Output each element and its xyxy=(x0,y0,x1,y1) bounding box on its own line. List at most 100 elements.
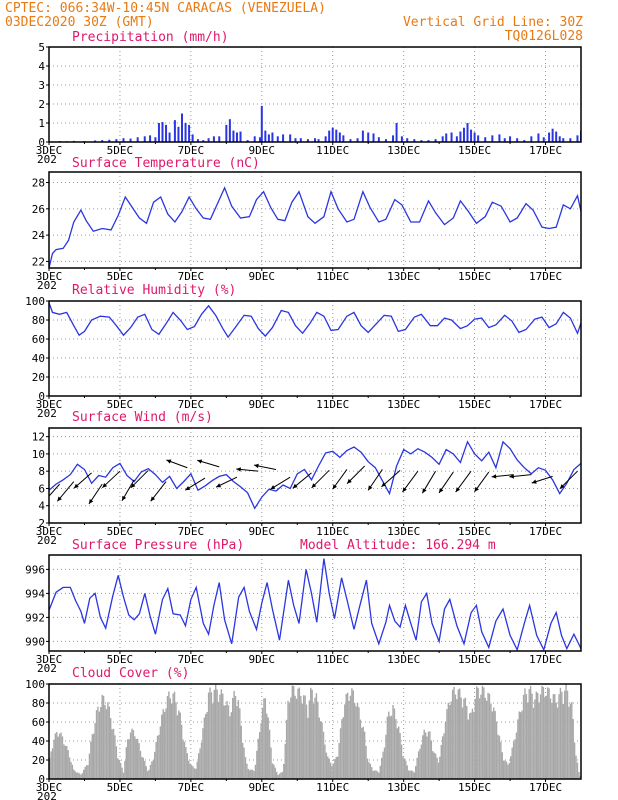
surface-pressure-frame xyxy=(48,554,582,652)
precip-bar xyxy=(306,139,309,142)
surface-wind-ytick-label: 2 xyxy=(38,517,45,530)
cloud-bar xyxy=(256,750,258,779)
cloud-bar xyxy=(153,751,156,779)
surface-pressure-xtick-label: 13DEC xyxy=(387,653,420,666)
cloud-bar xyxy=(382,751,384,779)
cloud-bar xyxy=(112,728,115,779)
cloud-bar xyxy=(461,707,464,779)
precip-bar xyxy=(459,131,462,142)
cloud-bar xyxy=(267,717,269,779)
cloud-bar xyxy=(471,708,474,779)
cloud-bar xyxy=(502,760,505,779)
precipitation-title: Precipitation (mm/h) xyxy=(72,30,229,45)
precip-bar xyxy=(276,136,279,142)
relative-humidity-xtick-label: 5DEC xyxy=(107,398,134,411)
cloud-bar xyxy=(66,746,68,779)
cloud-bar xyxy=(571,702,573,779)
cloud-bar xyxy=(318,717,320,779)
precip-bar xyxy=(473,132,476,142)
cloud-bar xyxy=(332,763,335,779)
cloud-bar xyxy=(345,694,347,779)
surface-temperature-frame xyxy=(48,171,582,269)
wind-arrowhead xyxy=(236,467,241,472)
surface-temperature-xtick-label: 15DEC xyxy=(458,270,491,283)
cloud-bar xyxy=(229,716,231,779)
precipitation-ytick-label: 0 xyxy=(38,136,45,149)
precip-bar xyxy=(392,135,395,142)
cloud-bar xyxy=(246,763,248,779)
cloud-bar xyxy=(405,760,407,779)
precip-bar xyxy=(576,135,579,142)
precip-bar xyxy=(555,131,558,142)
cloud-bar xyxy=(351,688,353,779)
cloud-bar xyxy=(84,766,86,779)
wind-arrowhead xyxy=(270,485,276,490)
cloud-bar xyxy=(385,734,387,779)
cloud-bar xyxy=(192,766,194,779)
relative-humidity-frame xyxy=(48,300,582,397)
cloud-bar xyxy=(473,712,475,779)
cloud-bar xyxy=(58,733,61,779)
cloud-bar xyxy=(569,703,572,779)
surface-pressure-panel: Surface Pressure (hPa) Model Altitude: 16… xyxy=(25,538,582,675)
precipitation-xtick-label: 11DEC xyxy=(316,144,349,157)
precip-bar xyxy=(177,126,180,142)
precip-bar xyxy=(377,137,380,142)
precip-bar xyxy=(239,131,242,142)
surface-pressure-title: Surface Pressure (hPa) xyxy=(72,538,244,553)
relative-humidity-xtick-label: 7DEC xyxy=(178,398,205,411)
wind-arrowhead xyxy=(509,474,514,479)
cloud-bar xyxy=(61,736,64,779)
surface-pressure-xtick-label: 11DEC xyxy=(316,653,349,666)
cloud-bar xyxy=(223,705,225,779)
cloud-bar xyxy=(237,700,240,779)
cloud-bar xyxy=(284,743,286,779)
precip-bar xyxy=(542,137,545,142)
surface-temperature-xtick-label: 3DEC xyxy=(36,270,63,283)
cloud-bar xyxy=(396,728,398,779)
precip-bar xyxy=(129,138,132,142)
cloud-bar xyxy=(505,761,508,779)
cloud-bar xyxy=(456,699,458,779)
cloud-bar xyxy=(527,702,529,779)
surface-wind-ytick-label: 4 xyxy=(38,500,45,513)
precip-bar xyxy=(191,134,194,142)
cloud-bar xyxy=(490,703,492,779)
cloud-bar xyxy=(119,762,122,779)
cloud-bar xyxy=(315,693,318,779)
surface-wind-xtick-label: 13DEC xyxy=(387,525,420,538)
cloud-bar xyxy=(102,695,105,779)
precip-bar xyxy=(260,105,263,142)
surface-temperature-ytick-label: 26 xyxy=(32,203,45,216)
wind-arrowhead xyxy=(474,486,479,492)
cloud-bar xyxy=(528,689,530,779)
surface-temperature-xtick-label: 5DEC xyxy=(107,270,134,283)
cloud-bar xyxy=(226,701,228,779)
cloud-bar xyxy=(220,689,223,779)
cloud-bar xyxy=(437,762,440,779)
cloud-bar xyxy=(288,702,291,779)
cloud-bar xyxy=(254,764,257,779)
wind-arrowhead xyxy=(102,483,108,488)
cloud-bar xyxy=(131,728,133,779)
cloud-bar xyxy=(349,695,352,779)
cloud-bar xyxy=(319,721,322,779)
cloud-bar xyxy=(145,766,147,779)
cloud-bar xyxy=(324,744,326,779)
cloud-cover-xtick-label: 17DEC xyxy=(529,781,562,794)
precip-bar xyxy=(342,135,345,142)
precip-bar xyxy=(328,130,331,142)
wind-arrowhead xyxy=(57,496,62,502)
precip-bar xyxy=(108,139,111,142)
cloud-bar xyxy=(129,732,132,779)
cloud-bar xyxy=(565,684,567,779)
cloud-bar xyxy=(212,703,214,779)
precip-bar xyxy=(551,128,554,142)
cloud-bar xyxy=(234,695,237,779)
cloud-bar xyxy=(470,712,472,779)
wind-arrowhead xyxy=(254,463,259,469)
surface-temperature-xtick-label: 11DEC xyxy=(316,270,349,283)
cloud-bar xyxy=(467,719,469,779)
cloud-cover-xtick-label: 3DEC xyxy=(36,781,63,794)
cloud-bar xyxy=(426,736,428,779)
